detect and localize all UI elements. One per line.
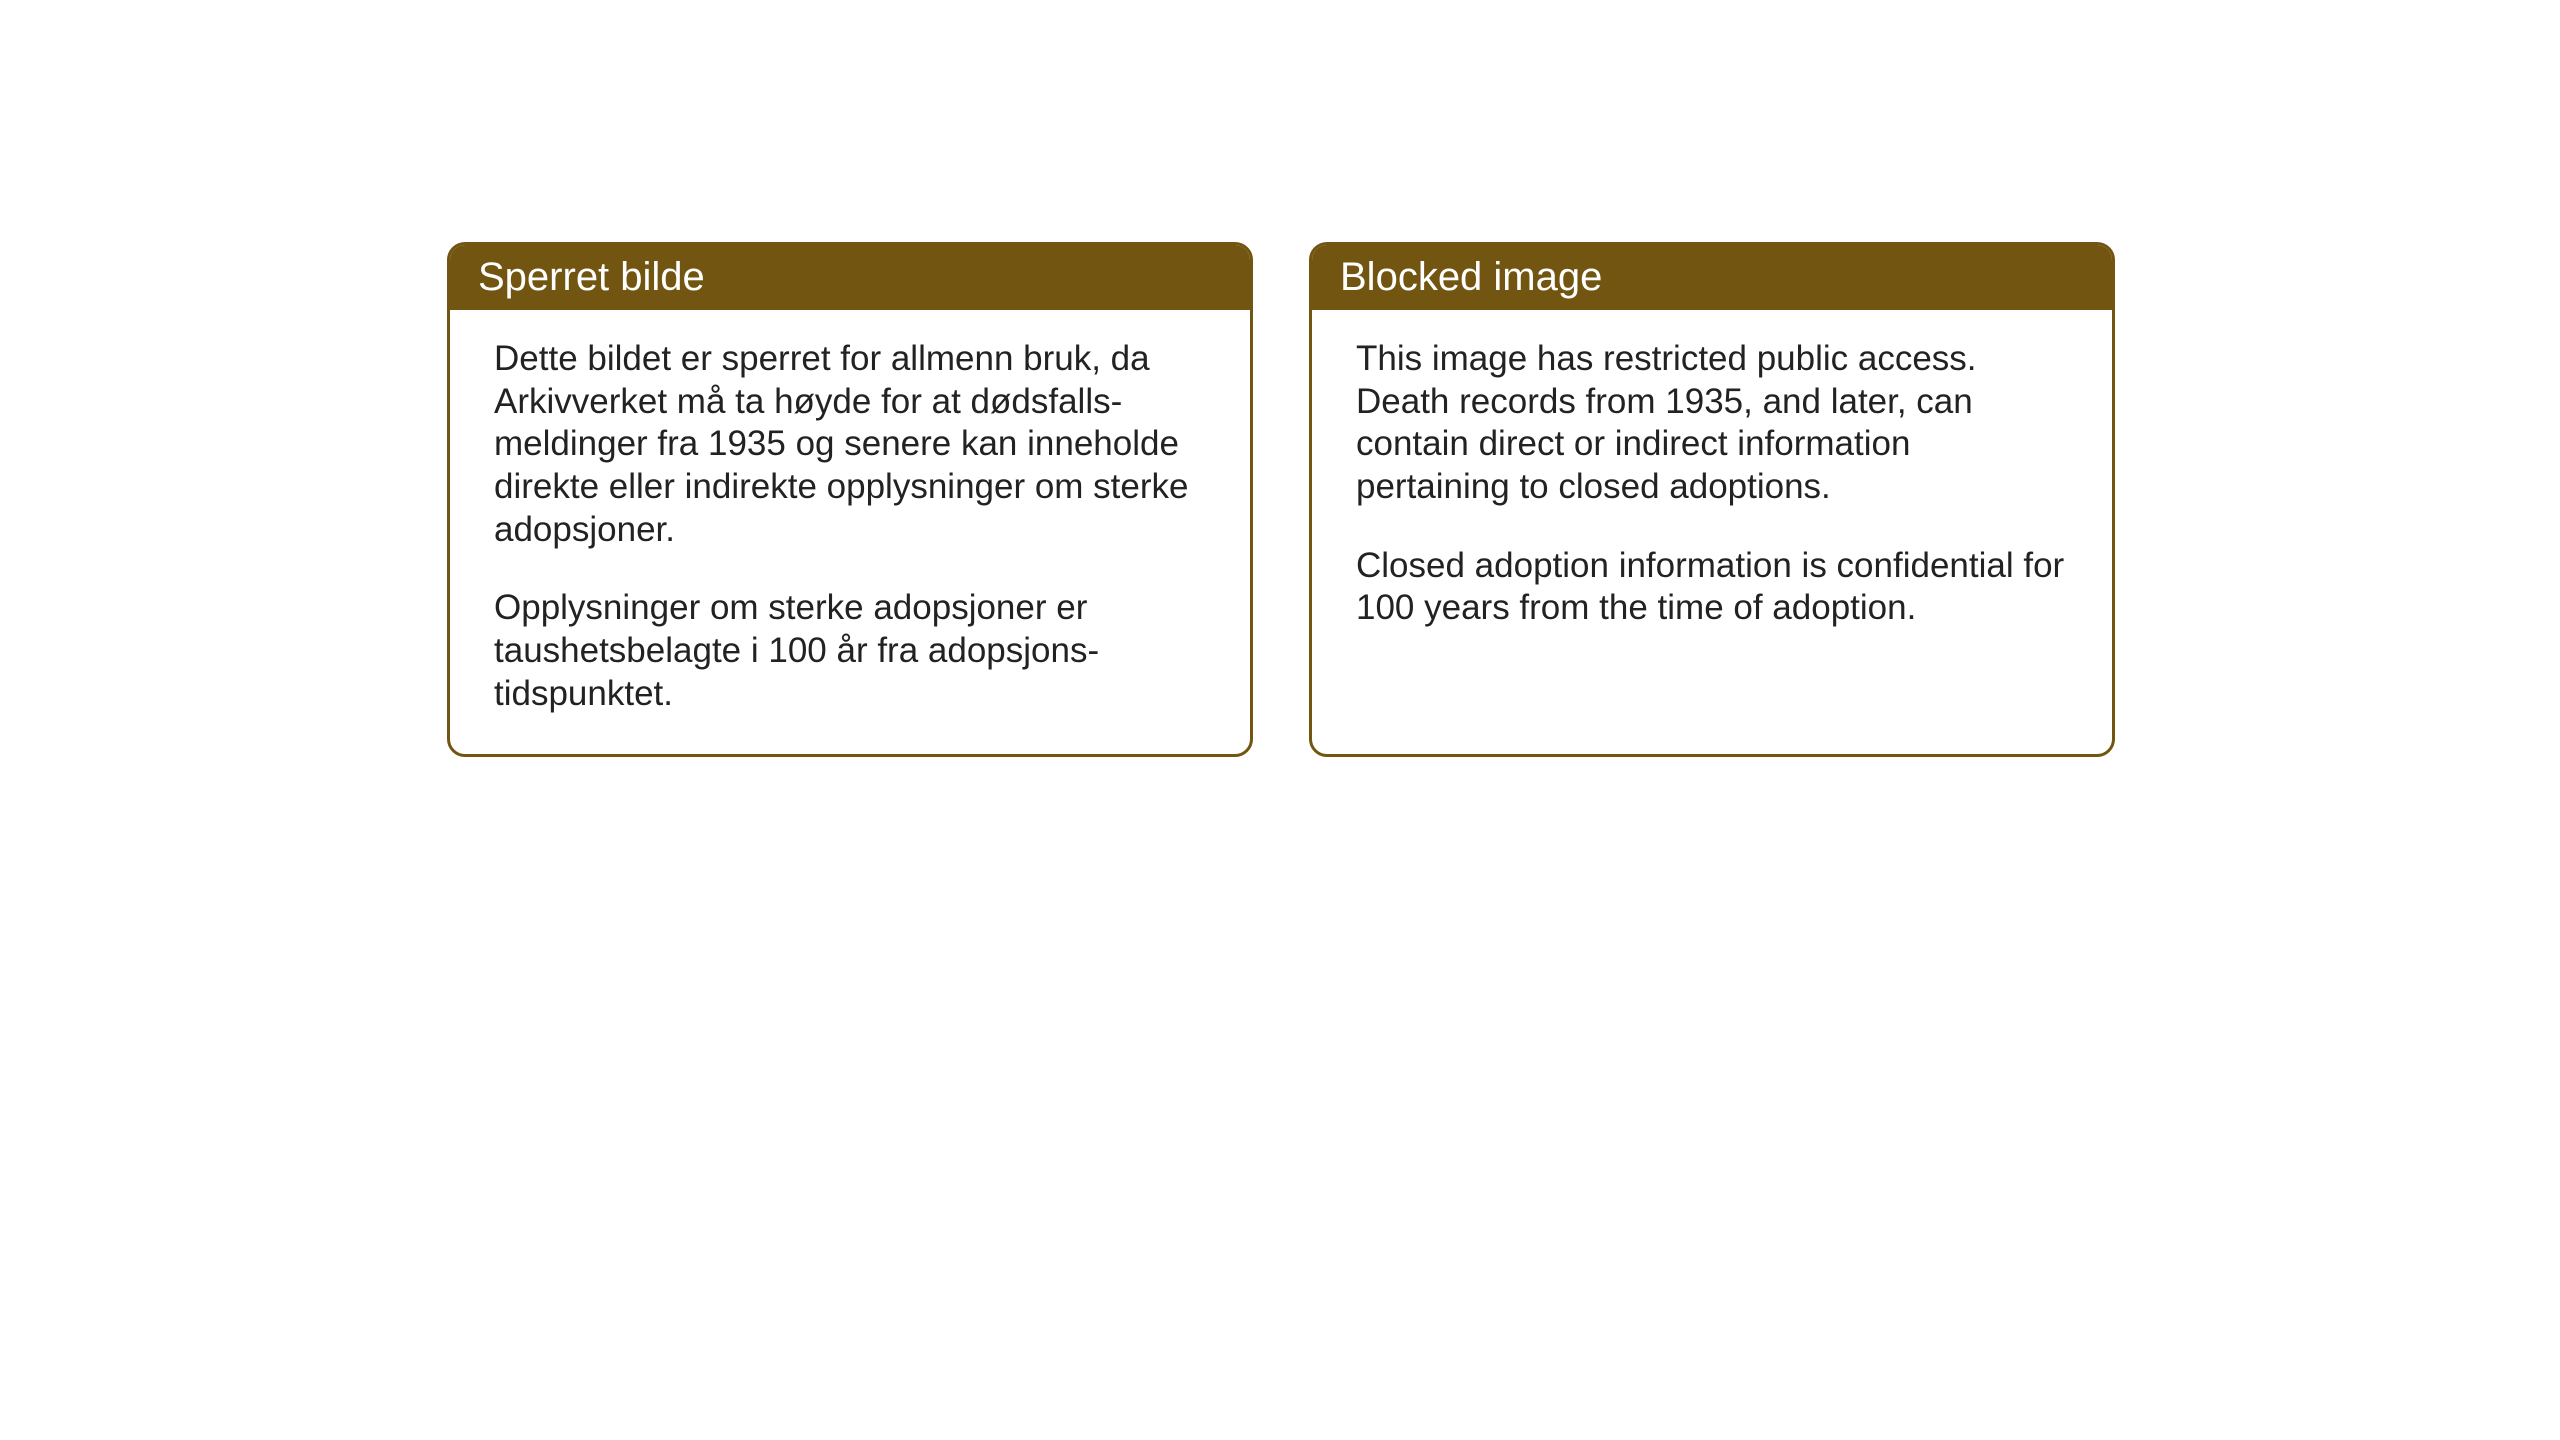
norwegian-card-body: Dette bildet er sperret for allmenn bruk…: [450, 310, 1250, 754]
english-paragraph-1: This image has restricted public access.…: [1356, 338, 2068, 509]
norwegian-paragraph-2: Opplysninger om sterke adopsjoner er tau…: [494, 587, 1206, 715]
norwegian-card-title: Sperret bilde: [450, 245, 1250, 310]
norwegian-paragraph-1: Dette bildet er sperret for allmenn bruk…: [494, 338, 1206, 551]
english-card-body: This image has restricted public access.…: [1312, 310, 2112, 668]
english-notice-card: Blocked image This image has restricted …: [1309, 242, 2115, 757]
english-paragraph-2: Closed adoption information is confident…: [1356, 545, 2068, 630]
notice-container: Sperret bilde Dette bildet er sperret fo…: [447, 242, 2115, 757]
norwegian-notice-card: Sperret bilde Dette bildet er sperret fo…: [447, 242, 1253, 757]
english-card-title: Blocked image: [1312, 245, 2112, 310]
